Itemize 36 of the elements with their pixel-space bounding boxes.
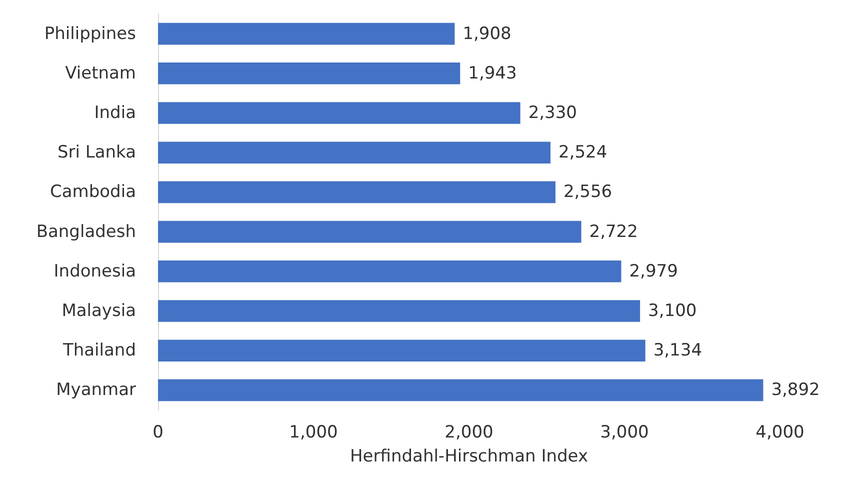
bar [158, 220, 582, 243]
data-label: 3,892 [771, 380, 820, 400]
y-tick-label: Philippines [44, 24, 136, 44]
x-tick-label: 3,000 [600, 422, 649, 442]
data-label: 2,556 [563, 182, 612, 202]
y-tick-label: Cambodia [50, 182, 136, 202]
y-tick-label: Indonesia [54, 261, 136, 282]
y-tick-label: Sri Lanka [57, 142, 136, 163]
data-label: 3,134 [653, 340, 702, 361]
data-label: 2,979 [629, 261, 678, 282]
data-label: 2,330 [528, 103, 577, 123]
bar [158, 379, 764, 402]
bar [158, 260, 622, 282]
y-tick-label: Thailand [62, 340, 136, 361]
x-tick-label: 4,000 [756, 422, 804, 442]
y-tick-label: Vietnam [65, 63, 136, 84]
data-label: 1,943 [468, 63, 517, 84]
data-label: 3,100 [648, 301, 697, 321]
x-tick-label: 2,000 [444, 422, 494, 442]
y-tick-label: Myanmar [56, 380, 136, 400]
bar [158, 142, 550, 164]
bar [158, 181, 556, 204]
bar [158, 340, 646, 362]
x-tick-label: 1,000 [289, 422, 338, 442]
y-tick-label: Malaysia [62, 301, 136, 321]
bar [158, 62, 460, 84]
x-tick-label: 0 [152, 422, 164, 442]
x-axis-title: Herfindahl-Hirschman Index [350, 446, 588, 466]
y-tick-label: Bangladesh [36, 222, 136, 242]
data-label: 2,722 [589, 222, 638, 242]
y-tick-label: India [94, 103, 136, 123]
data-label: 1,908 [462, 24, 512, 44]
data-label: 2,524 [558, 142, 608, 163]
bar [158, 300, 640, 322]
bar [158, 22, 455, 45]
bar [158, 102, 520, 124]
